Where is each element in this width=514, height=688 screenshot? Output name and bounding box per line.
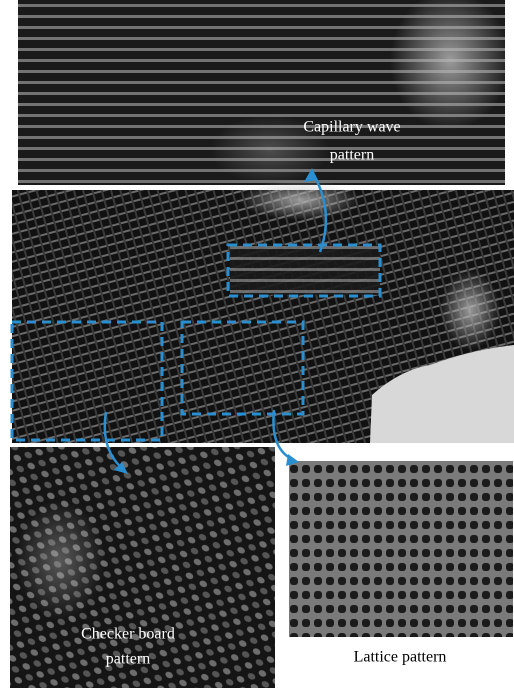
arrowhead: [114, 462, 128, 474]
highlight: [390, 0, 510, 130]
label: pattern: [330, 147, 374, 164]
highlight: [440, 270, 500, 350]
highlight: [15, 500, 105, 620]
arrowhead: [304, 168, 318, 182]
overview-region: [230, 245, 380, 295]
capillary-box: [226, 243, 382, 298]
bright-region: [370, 345, 514, 443]
lattice-image: [289, 461, 513, 637]
arrowhead: [286, 454, 299, 466]
highlight: [240, 180, 360, 220]
highlight: [210, 115, 330, 185]
label: pattern: [106, 651, 150, 668]
label: Lattice pattern: [354, 649, 447, 666]
label: Capillary wave: [303, 119, 400, 136]
label: Checker board: [81, 626, 175, 643]
lattice-box: [180, 320, 305, 416]
checker-box: [10, 320, 164, 442]
